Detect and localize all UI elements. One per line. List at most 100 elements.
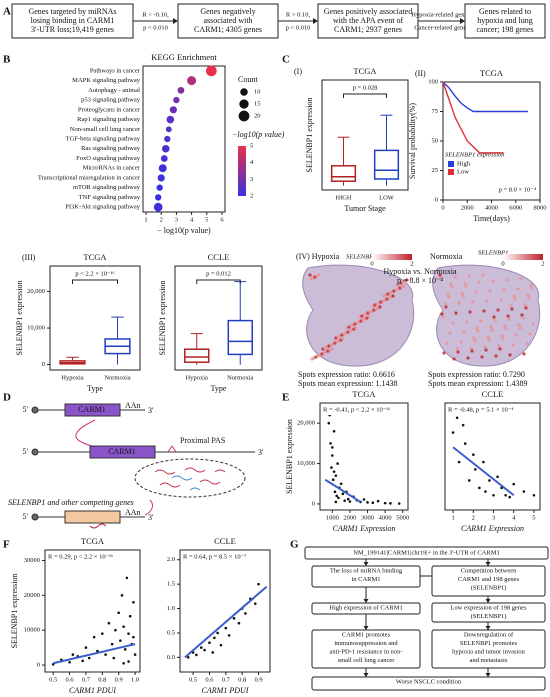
spot [467, 274, 471, 278]
chart-title: KEGG Enrichment [151, 52, 217, 62]
y-tick-label: 20,000 [27, 288, 45, 295]
box [373, 149, 400, 180]
fit-line [184, 585, 268, 659]
point [81, 659, 84, 663]
y-tick-label: 1.0 [167, 605, 175, 612]
plot-frame [319, 402, 409, 511]
y-tick-label: 100 [428, 78, 438, 85]
spot [483, 345, 487, 349]
spot [479, 319, 483, 323]
colorbar [372, 254, 412, 260]
sub-label: (I) [294, 67, 302, 76]
point [330, 466, 333, 469]
spot [466, 356, 470, 360]
flow-text: Genes negatively [200, 7, 255, 16]
spot [508, 353, 512, 357]
plot-frame [179, 549, 271, 673]
flow-text: Genes positively associated [324, 7, 412, 16]
y-tick-label: 10,000 [27, 325, 45, 332]
spot [504, 327, 508, 331]
colorbar-label: 0 [501, 260, 504, 267]
dot [155, 194, 162, 201]
x-tick-label: Normoxia [104, 374, 130, 381]
point [455, 416, 459, 420]
chart-title: TCGA [352, 389, 376, 399]
point [114, 628, 117, 632]
spot [524, 306, 528, 310]
x-tick-label: HIGH [335, 194, 352, 201]
category-label: TNF signaling pathway [79, 194, 141, 201]
legend-label: Low [457, 168, 469, 175]
tissue-section [432, 264, 541, 367]
point [132, 600, 135, 604]
spot [450, 285, 454, 289]
plot-frame [321, 79, 409, 191]
category-label: p53 signaling pathway [81, 97, 141, 104]
legend-label: 15 [254, 100, 261, 107]
legend-label: 3 [250, 176, 253, 183]
annotation: p = 0.012 [206, 270, 231, 277]
box [227, 319, 253, 356]
point [127, 632, 130, 635]
point [504, 493, 507, 497]
point [329, 442, 332, 445]
annotation-bg [46, 552, 139, 562]
x-tick-label: 5 [205, 216, 208, 223]
y-tick-label: 20000 [24, 592, 40, 599]
stat-text: Spots expression ratio: 0.7290 [428, 370, 525, 379]
spot [491, 279, 495, 283]
x-tick-label: 0.8 [98, 676, 106, 683]
x-tick-label: 0.8 [238, 676, 246, 683]
colorbar [238, 146, 246, 196]
x-axis-label: Type [211, 384, 227, 393]
spot [498, 347, 502, 351]
category-label: Ras signaling pathway [81, 145, 141, 152]
spot [531, 322, 535, 326]
spot [481, 273, 485, 277]
x-axis-label: CARM1 Expression [332, 524, 395, 533]
point [339, 482, 343, 486]
spot [490, 328, 494, 332]
colorbar-label: 2 [541, 260, 544, 267]
y-axis-label: Survival probability(%) [408, 103, 417, 180]
flow-text: (SELENBP1) [471, 584, 507, 591]
spot [468, 310, 472, 314]
x-tick-label: 0.5 [189, 676, 197, 683]
spot [473, 339, 477, 343]
flow-text: Genes related to [479, 7, 531, 16]
panel-letter: D [3, 392, 11, 404]
point [216, 631, 219, 635]
cap [31, 406, 39, 414]
spot [517, 323, 521, 327]
y-tick-label: 0 [312, 500, 315, 507]
legend-dot [238, 110, 250, 122]
point [334, 500, 338, 504]
spot [519, 277, 523, 281]
legend-swatch [448, 169, 454, 175]
spot [523, 303, 527, 307]
x-axis-label: CARM1 Expression [461, 524, 524, 533]
point [331, 478, 335, 482]
x-axis-label: CARM1 PDUI [202, 686, 249, 695]
spot [499, 298, 503, 302]
x-tick-label: 3000 [361, 514, 374, 521]
point [199, 646, 203, 649]
fit-line [324, 478, 362, 503]
mirna-pool [134, 458, 246, 498]
flow-box [317, 3, 419, 39]
flow-text: Low expression of 198 genes [450, 604, 527, 611]
arrow-head [485, 599, 491, 603]
point [244, 612, 247, 615]
point [341, 492, 345, 496]
plot-frame [142, 65, 226, 213]
flow-text: Genes targeted by miRNAs [28, 7, 116, 16]
spot [445, 341, 449, 345]
legend-dot [240, 88, 248, 96]
point [488, 479, 491, 482]
tissue-section [302, 264, 415, 367]
spot [455, 347, 459, 351]
spot [497, 344, 501, 348]
legend-swatch [448, 161, 454, 167]
x-tick-label: 3 [492, 514, 495, 521]
